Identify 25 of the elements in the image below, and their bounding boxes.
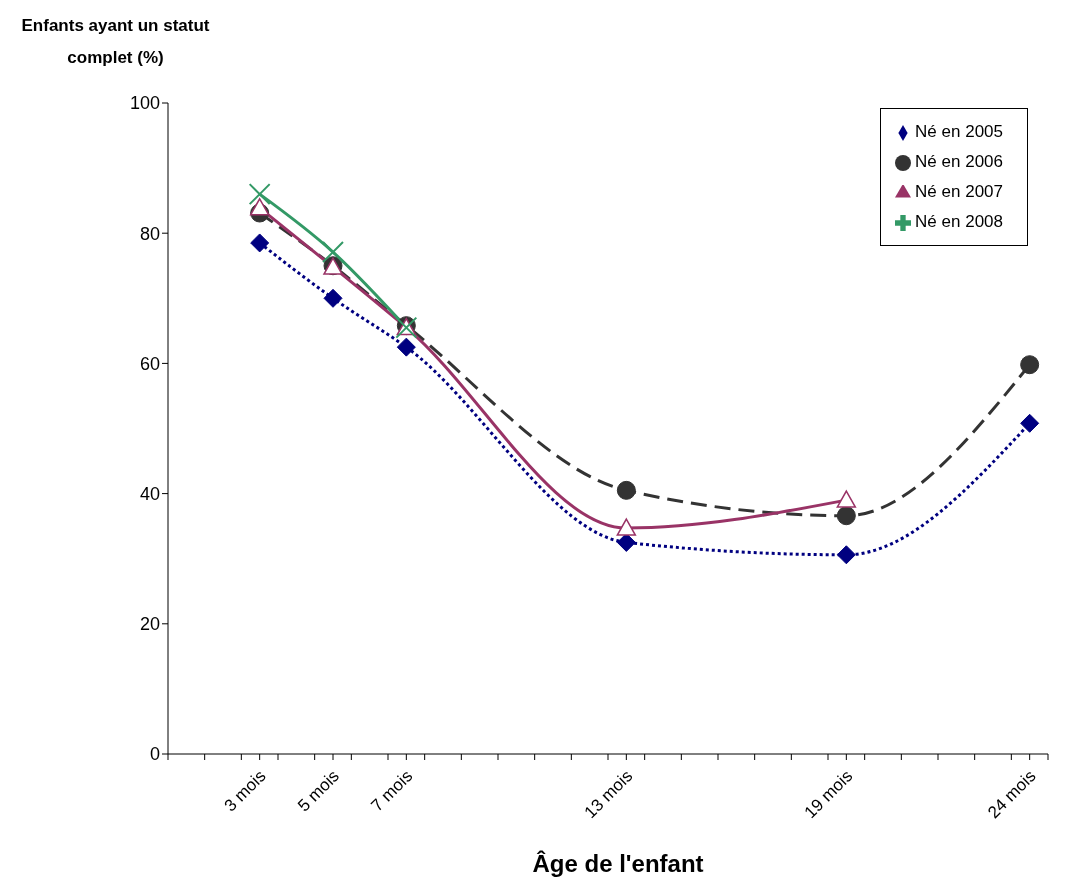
point bbox=[1020, 413, 1040, 433]
y-tick-label: 0 bbox=[149, 744, 160, 765]
point bbox=[1020, 355, 1040, 375]
point bbox=[836, 506, 856, 526]
legend-label: Né en 2008 bbox=[915, 212, 1003, 231]
point bbox=[249, 198, 270, 216]
legend-label: Né en 2006 bbox=[915, 152, 1003, 171]
legend-label: Né en 2007 bbox=[915, 182, 1003, 201]
point bbox=[836, 490, 857, 508]
point bbox=[836, 545, 856, 565]
point bbox=[323, 288, 343, 308]
y-tick-label: 80 bbox=[139, 223, 160, 244]
point bbox=[248, 183, 271, 206]
y-tick-label: 20 bbox=[139, 614, 160, 635]
point bbox=[322, 241, 344, 264]
y-tick-label: 40 bbox=[139, 483, 160, 504]
x-axis-title: Âge de l'enfant bbox=[531, 850, 705, 878]
point bbox=[616, 518, 637, 536]
point bbox=[250, 233, 270, 253]
point bbox=[616, 480, 636, 500]
y-tick-label: 60 bbox=[139, 353, 160, 374]
legend-label: Né en 2005 bbox=[915, 122, 1003, 141]
y-axis-title: Enfants ayant un statut complet (%) bbox=[20, 15, 211, 69]
y-tick-label: 100 bbox=[129, 93, 160, 114]
point bbox=[396, 337, 416, 357]
